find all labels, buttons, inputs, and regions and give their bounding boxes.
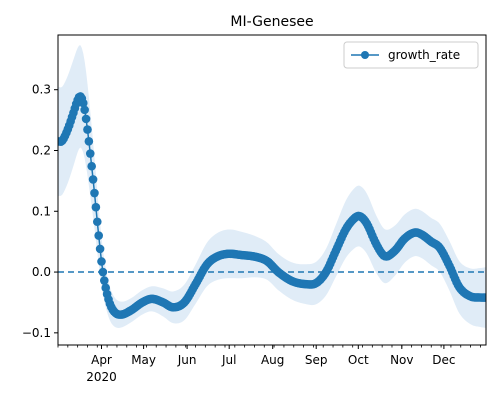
chart-title: MI-Genesee [230,14,313,30]
y-tick-label: 0.1 [32,204,51,218]
data-point [81,114,91,124]
x-tick-label: Aug [261,353,284,367]
legend-marker [361,51,369,59]
data-point [100,276,109,285]
x-tick-label: Apr [91,353,112,367]
data-point [90,188,99,198]
data-point [85,149,95,158]
data-point [91,202,101,212]
x-tick-sublabel: 2020 [86,370,117,384]
data-point [92,217,102,227]
legend-box [343,41,479,69]
x-tick-label: Jun [177,353,197,367]
data-point [84,137,94,146]
series-growth-rate [58,92,486,319]
plot-frame [57,34,487,346]
data-point [87,161,96,171]
y-tick-label: 0.3 [32,83,51,97]
x-tick-label: Nov [390,353,413,367]
data-point [94,231,103,240]
y-tick-label: 0.0 [32,265,51,279]
data-point [98,267,108,277]
data-point [481,293,486,302]
data-point [95,244,105,254]
x-tick-label: Jul [221,353,236,367]
legend: growth_rate [343,41,479,69]
x-tick-label: Sep [305,353,328,367]
x-tick-label: May [131,353,156,367]
y-tick-label: −0.1 [22,326,51,340]
x-axis: Apr 2020 May Jun Jul Aug Sep Oct Nov Dec [57,345,481,384]
y-axis: −0.1 0.0 0.1 0.2 0.3 [22,83,58,340]
confidence-band [58,45,486,328]
data-point [97,257,106,266]
x-tick-label: Dec [432,353,455,367]
y-tick-label: 0.2 [32,143,51,157]
legend-label: growth_rate [388,48,460,62]
data-point [88,175,98,184]
data-point [80,105,89,115]
data-point [78,98,88,108]
data-point [83,125,92,134]
plot-area [58,45,486,328]
x-tick-label: Oct [348,353,369,367]
